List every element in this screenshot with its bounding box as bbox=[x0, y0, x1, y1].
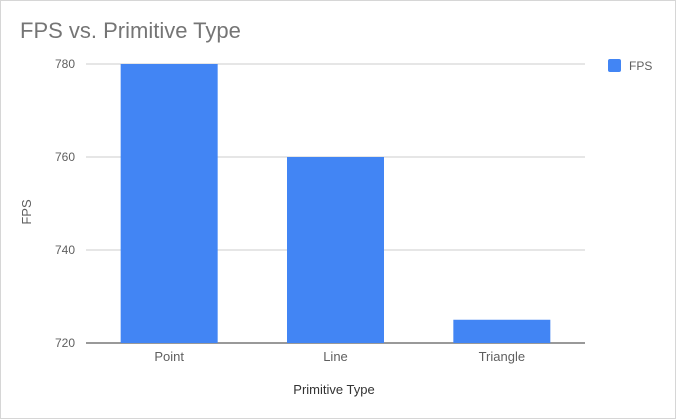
y-tick-label: 720 bbox=[55, 336, 75, 350]
bar-point bbox=[120, 64, 218, 343]
chart-title: FPS vs. Primitive Type bbox=[20, 18, 241, 43]
bars bbox=[120, 64, 551, 343]
legend: FPS bbox=[608, 59, 652, 73]
legend-label-fps: FPS bbox=[629, 59, 652, 73]
y-tick-label: 780 bbox=[55, 57, 75, 71]
y-axis-label: FPS bbox=[19, 199, 34, 225]
x-tick-label: Line bbox=[323, 349, 348, 364]
x-tick-label: Point bbox=[154, 349, 184, 364]
x-tick-label: Triangle bbox=[479, 349, 525, 364]
bar-triangle bbox=[453, 319, 551, 343]
y-tick-label: 760 bbox=[55, 150, 75, 164]
y-tick-labels: 720 740 760 780 bbox=[55, 57, 75, 350]
y-tick-label: 740 bbox=[55, 243, 75, 257]
x-axis-label: Primitive Type bbox=[293, 382, 374, 397]
bar-line bbox=[287, 157, 384, 343]
x-tick-labels: Point Line Triangle bbox=[154, 349, 525, 364]
legend-swatch-fps bbox=[608, 59, 621, 72]
